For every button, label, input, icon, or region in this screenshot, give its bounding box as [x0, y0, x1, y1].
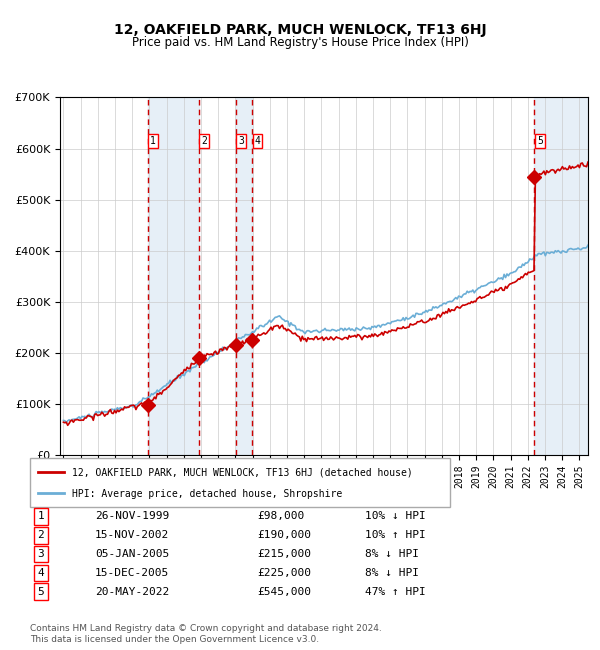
Text: 26-NOV-1999: 26-NOV-1999: [95, 512, 169, 521]
Text: 10% ↑ HPI: 10% ↑ HPI: [365, 530, 425, 540]
Text: 8% ↓ HPI: 8% ↓ HPI: [365, 549, 419, 559]
Text: £545,000: £545,000: [257, 587, 311, 597]
Bar: [148, 98, 199, 455]
Text: HPI: Average price, detached house, Shropshire: HPI: Average price, detached house, Shro…: [72, 489, 342, 499]
Text: 15-DEC-2005: 15-DEC-2005: [95, 568, 169, 578]
Text: 3: 3: [238, 136, 244, 146]
Bar: [236, 98, 252, 455]
Text: 12, OAKFIELD PARK, MUCH WENLOCK, TF13 6HJ: 12, OAKFIELD PARK, MUCH WENLOCK, TF13 6H…: [113, 23, 487, 37]
FancyBboxPatch shape: [30, 458, 450, 507]
Text: 1: 1: [37, 512, 44, 521]
Bar: [535, 98, 588, 455]
Text: 2: 2: [37, 530, 44, 540]
Text: 05-JAN-2005: 05-JAN-2005: [95, 549, 169, 559]
Text: £225,000: £225,000: [257, 568, 311, 578]
Text: £98,000: £98,000: [257, 512, 304, 521]
Text: 3: 3: [37, 549, 44, 559]
Text: 47% ↑ HPI: 47% ↑ HPI: [365, 587, 425, 597]
Text: 4: 4: [37, 568, 44, 578]
Text: 10% ↓ HPI: 10% ↓ HPI: [365, 512, 425, 521]
Text: Contains HM Land Registry data © Crown copyright and database right 2024.
This d: Contains HM Land Registry data © Crown c…: [30, 624, 382, 644]
Text: 15-NOV-2002: 15-NOV-2002: [95, 530, 169, 540]
Text: 5: 5: [537, 136, 543, 146]
Text: 8% ↓ HPI: 8% ↓ HPI: [365, 568, 419, 578]
Text: 4: 4: [254, 136, 260, 146]
Text: £190,000: £190,000: [257, 530, 311, 540]
Text: 20-MAY-2022: 20-MAY-2022: [95, 587, 169, 597]
Text: £215,000: £215,000: [257, 549, 311, 559]
Text: 12, OAKFIELD PARK, MUCH WENLOCK, TF13 6HJ (detached house): 12, OAKFIELD PARK, MUCH WENLOCK, TF13 6H…: [72, 468, 413, 478]
Text: 2: 2: [202, 136, 207, 146]
Text: 1: 1: [150, 136, 156, 146]
Text: Price paid vs. HM Land Registry's House Price Index (HPI): Price paid vs. HM Land Registry's House …: [131, 36, 469, 49]
Text: 5: 5: [37, 587, 44, 597]
